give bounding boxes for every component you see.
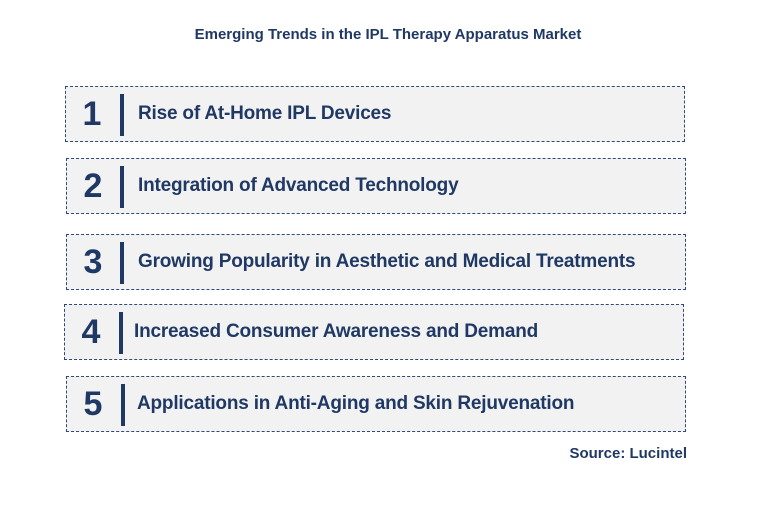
- trend-number: 4: [81, 312, 101, 351]
- trend-divider: [121, 384, 125, 426]
- trend-number: 5: [83, 384, 103, 423]
- trend-label: Increased Consumer Awareness and Demand: [134, 321, 539, 342]
- source-note: Source: Lucintel: [569, 445, 687, 462]
- trend-label: Rise of At-Home IPL Devices: [138, 103, 392, 124]
- trend-label: Integration of Advanced Technology: [138, 175, 459, 196]
- trend-divider: [119, 312, 123, 354]
- chart-title: Emerging Trends in the IPL Therapy Appar…: [194, 26, 582, 43]
- trend-row-3: 3 Growing Popularity in Aesthetic and Me…: [66, 234, 686, 290]
- trend-number: 3: [83, 242, 103, 281]
- trend-number: 2: [83, 166, 103, 205]
- trend-row-1: 1 Rise of At-Home IPL Devices: [65, 86, 685, 142]
- trend-label: Applications in Anti-Aging and Skin Reju…: [137, 393, 575, 414]
- trend-row-5: 5 Applications in Anti-Aging and Skin Re…: [66, 376, 686, 432]
- trend-divider: [120, 94, 124, 136]
- trend-number: 1: [82, 94, 102, 133]
- trend-row-2: 2 Integration of Advanced Technology: [66, 158, 686, 214]
- trend-divider: [120, 242, 124, 284]
- trend-divider: [120, 166, 124, 208]
- trend-row-4: 4 Increased Consumer Awareness and Deman…: [64, 304, 684, 360]
- trend-label: Growing Popularity in Aesthetic and Medi…: [138, 251, 636, 272]
